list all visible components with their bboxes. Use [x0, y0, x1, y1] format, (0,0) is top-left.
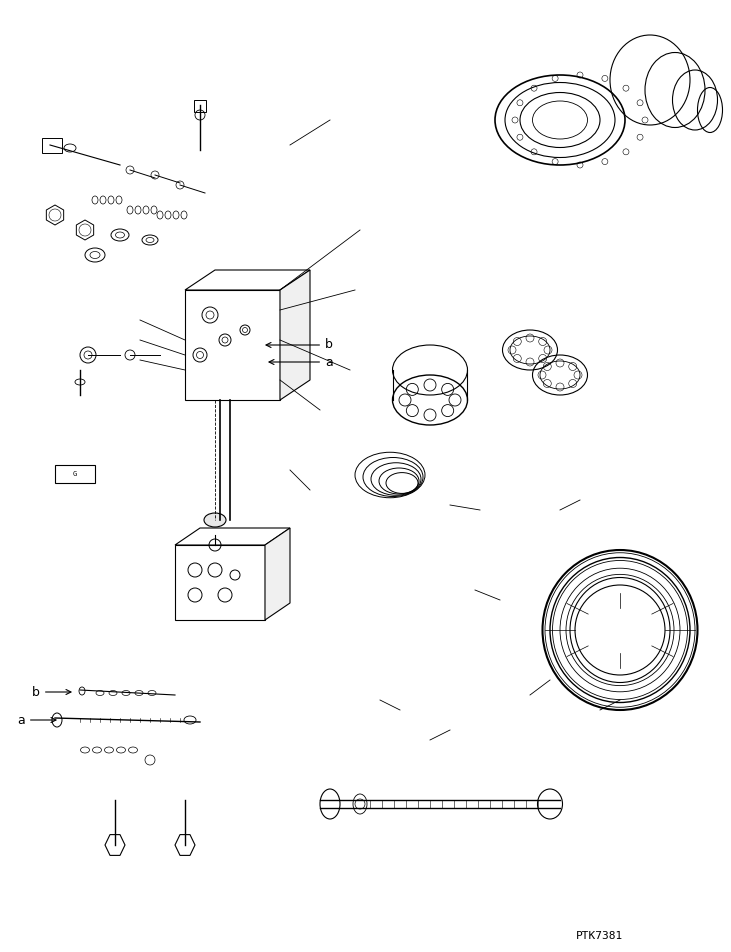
Polygon shape — [175, 528, 290, 545]
Text: b: b — [32, 685, 71, 699]
Polygon shape — [175, 835, 195, 856]
Polygon shape — [46, 205, 64, 225]
Bar — [42, 138, 62, 153]
Text: a: a — [269, 355, 333, 368]
Bar — [194, 100, 206, 112]
Text: PTK7381: PTK7381 — [576, 930, 623, 941]
Bar — [55, 465, 95, 483]
Polygon shape — [185, 270, 310, 290]
Polygon shape — [76, 220, 94, 240]
Polygon shape — [265, 528, 290, 620]
Polygon shape — [105, 835, 125, 856]
Text: a: a — [18, 713, 56, 726]
Text: G: G — [73, 471, 77, 477]
Polygon shape — [185, 290, 280, 400]
Polygon shape — [175, 545, 265, 620]
Polygon shape — [280, 270, 310, 400]
Text: b: b — [266, 339, 333, 351]
Ellipse shape — [204, 513, 226, 527]
